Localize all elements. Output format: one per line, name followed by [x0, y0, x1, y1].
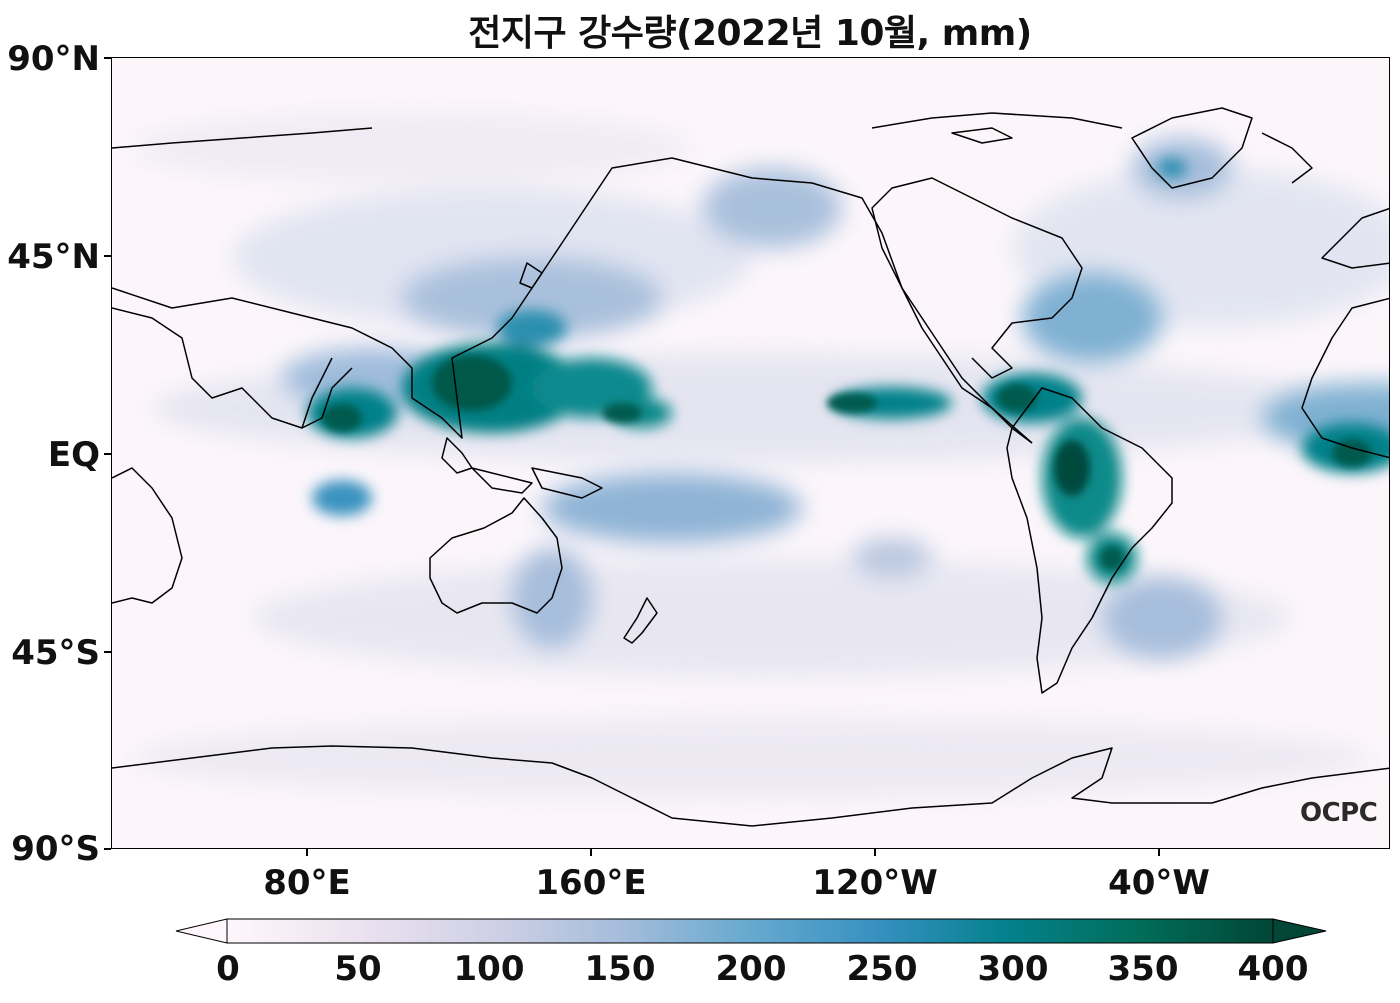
lat-tick [104, 57, 111, 59]
lat-label-eq: EQ [47, 435, 100, 475]
colorbar-tick-label: 350 [1107, 949, 1179, 989]
colorbar-tick-label: 100 [453, 949, 525, 989]
map-title: 전지구 강수량(2022년 10월, mm) [468, 13, 1032, 54]
colorbar-tick-label: 300 [977, 949, 1049, 989]
colorbar-tick-label: 250 [846, 949, 918, 989]
lat-label-45s: 45°S [11, 633, 100, 673]
lat-tick [104, 453, 111, 455]
lat-label-90s: 90°S [11, 829, 100, 869]
lat-tick [104, 848, 111, 850]
coastlines [112, 107, 1389, 827]
lon-tick [590, 849, 592, 856]
map-canvas [112, 107, 1389, 827]
lat-label-90n: 90°N [7, 39, 100, 79]
colorbar-tick-label: 150 [584, 949, 656, 989]
lat-tick [104, 255, 111, 257]
lon-label-120w: 120°W [812, 863, 938, 903]
ocpc-logo: OCPC [1300, 798, 1378, 828]
lon-tick [874, 849, 876, 856]
lon-label-160e: 160°E [535, 863, 647, 903]
colorbar-tick-label: 400 [1237, 949, 1309, 989]
lat-label-45n: 45°N [7, 237, 100, 277]
lon-tick [1158, 849, 1160, 856]
colorbar-tick-label: 50 [334, 949, 382, 989]
lon-tick [306, 849, 308, 856]
lon-label-80e: 80°E [263, 863, 351, 903]
precip-core [322, 355, 1372, 570]
colorbar-gradient [226, 918, 1274, 944]
colorbar [175, 918, 1327, 944]
colorbar-max-extend [1272, 918, 1327, 944]
precipitation-map [111, 57, 1390, 849]
lat-tick [104, 651, 111, 653]
colorbar-tick-label: 200 [715, 949, 787, 989]
colorbar-tick-label: 0 [216, 949, 240, 989]
colorbar-min-extend [175, 918, 228, 944]
lon-label-40w: 40°W [1108, 863, 1210, 903]
